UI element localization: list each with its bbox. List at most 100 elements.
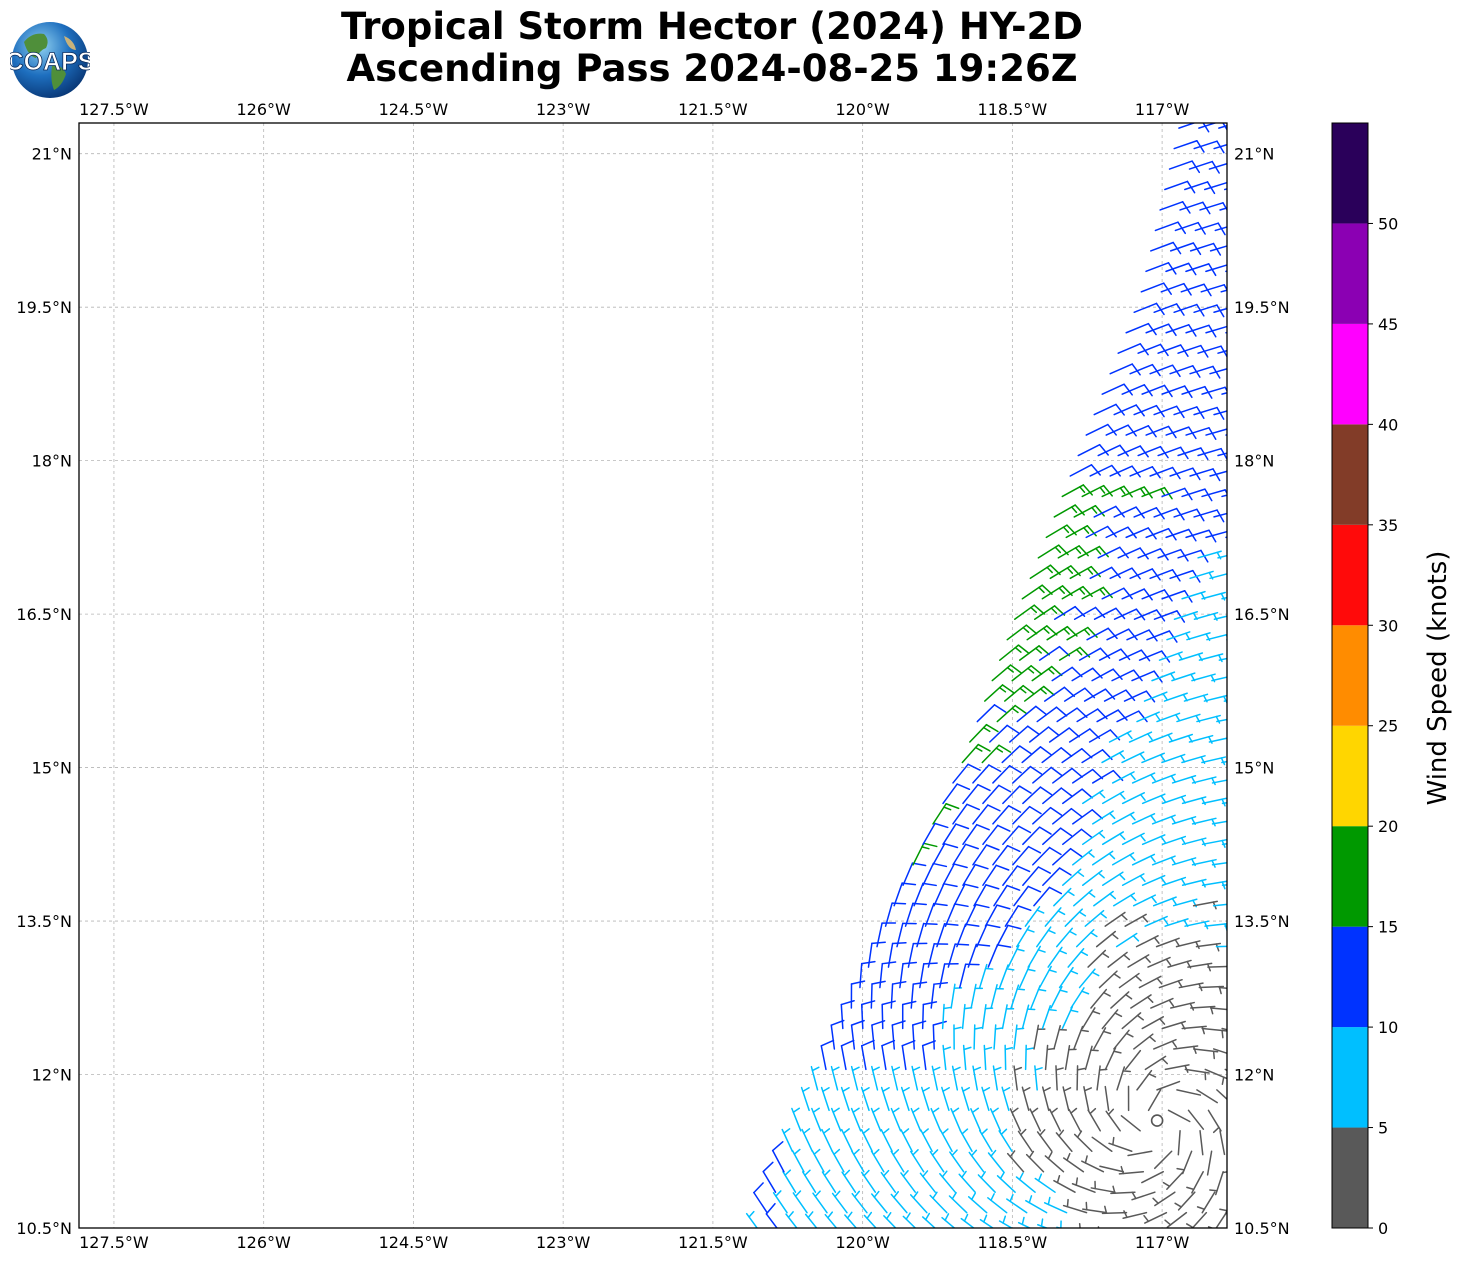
wind-barb (1104, 911, 1128, 927)
wind-barb (1038, 645, 1071, 661)
wind-barb (1129, 363, 1161, 377)
wind-barb (1090, 1180, 1116, 1193)
wind-barb (1034, 1065, 1043, 1091)
wind-barb (1022, 866, 1052, 886)
wind-barb (1211, 779, 1227, 784)
wind-barb (1021, 584, 1053, 600)
wind-barb (996, 704, 1027, 723)
wind-barb (1205, 325, 1227, 334)
wind-barb (932, 803, 960, 825)
wind-barb (1205, 530, 1227, 539)
wind-barb (1218, 124, 1227, 129)
wind-barb (1136, 711, 1161, 723)
wind-barb (1017, 1128, 1033, 1153)
colorbar-tick-7: 35 (1378, 516, 1398, 535)
lat-tick-right-7: 21°N (1234, 145, 1274, 164)
wind-barb (1101, 750, 1126, 764)
wind-barb (1006, 624, 1038, 641)
wind-barb (992, 805, 1022, 825)
wind-barb (1213, 143, 1227, 150)
wind-barb (1144, 1055, 1169, 1071)
wind-barb (1230, 573, 1253, 580)
wind-barb (1209, 470, 1227, 477)
lat-tick-right-6: 19.5°N (1234, 298, 1290, 317)
wind-barb (907, 942, 928, 968)
wind-barb (939, 962, 959, 989)
wind-barb (1147, 956, 1172, 968)
wind-barb (1133, 507, 1165, 520)
wind-barb (1061, 748, 1093, 764)
wind-barb (870, 1148, 885, 1173)
wind-barb (913, 882, 937, 907)
wind-barb (1176, 1150, 1193, 1175)
wind-barb (921, 1001, 938, 1030)
wind-barb (1137, 548, 1169, 561)
wind-barb (1149, 466, 1181, 480)
wind-barb (998, 1215, 1014, 1228)
colorbar-tick-10: 50 (1378, 214, 1398, 233)
wind-barb (771, 1141, 785, 1173)
wind-barb (1221, 494, 1227, 498)
wind-barb (1073, 1130, 1093, 1153)
wind-barb (1191, 817, 1217, 827)
wind-barb (1123, 690, 1156, 703)
wind-barb (953, 883, 979, 907)
wind-barb (824, 1211, 838, 1228)
lon-tick-top-2: 124.5°W (379, 100, 449, 119)
wind-barb (890, 1148, 905, 1173)
wind-barb (1085, 525, 1117, 539)
wind-barb (1133, 1033, 1156, 1050)
lon-tick-top-4: 121.5°W (678, 100, 748, 119)
wind-barb (1122, 1210, 1148, 1220)
wind-barb (1211, 862, 1227, 866)
wind-barb (1016, 925, 1035, 948)
wind-barb (1201, 489, 1227, 498)
wind-barb (1145, 527, 1177, 541)
wind-barb (1151, 855, 1176, 866)
wind-barb (976, 704, 1007, 723)
wind-barb (1176, 1089, 1202, 1096)
wind-barb (811, 1107, 822, 1132)
wind-barb (1121, 588, 1153, 601)
wind-barb (887, 941, 907, 968)
wind-barb (929, 1149, 945, 1173)
wind-barb (1121, 751, 1146, 764)
wind-barb (1191, 858, 1217, 868)
wind-barb (1225, 270, 1227, 273)
colorbar-tick-2: 10 (1378, 1018, 1398, 1037)
wind-barb (1061, 1005, 1079, 1030)
wind-barb (1174, 1191, 1196, 1211)
wind-barb (1022, 786, 1053, 805)
colorbar-label: Wind Speed (knots) (1423, 550, 1453, 806)
lon-tick-top-3: 123°W (536, 100, 591, 119)
wind-barb (1093, 505, 1125, 518)
wind-barb (1109, 567, 1141, 580)
wind-barb (941, 1086, 950, 1112)
wind-barb (919, 962, 938, 989)
wind-barb (1101, 383, 1133, 396)
wind-barb (1036, 926, 1056, 948)
wind-barb (1110, 1185, 1136, 1195)
wind-barb (881, 1039, 896, 1071)
wind-barb (1204, 1068, 1227, 1085)
wind-barb (1048, 727, 1080, 743)
wind-barb (1232, 821, 1256, 828)
wind-barb (912, 842, 938, 866)
wind-barb (1062, 868, 1085, 886)
wind-barb (1195, 942, 1222, 952)
wind-barb (1173, 1045, 1199, 1054)
wind-barb (961, 743, 991, 764)
wind-barb (1234, 409, 1263, 421)
wind-barb (942, 863, 968, 886)
wind-barb (851, 1190, 868, 1214)
wind-barb (1117, 343, 1149, 356)
wind-barb (991, 664, 1023, 682)
wind-barb (1081, 586, 1113, 600)
wind-barb (1043, 1196, 1068, 1214)
colorbar-tick-8: 40 (1378, 415, 1398, 434)
colorbar-tick-3: 15 (1378, 918, 1398, 937)
wind-barb (1106, 628, 1138, 641)
wind-barb (950, 1107, 962, 1132)
title-line-1: Tropical Storm Hector (2024) HY-2D (341, 5, 1083, 48)
wind-barb (1041, 1086, 1051, 1112)
